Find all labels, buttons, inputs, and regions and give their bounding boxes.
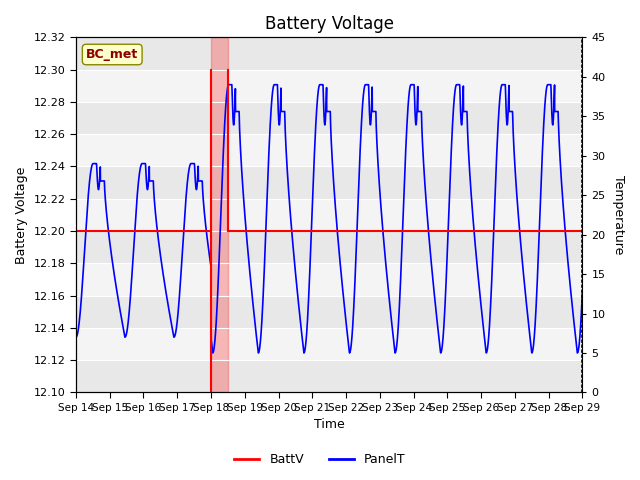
Bar [76, 199, 582, 231]
Bar [76, 360, 582, 393]
Bar [76, 231, 582, 264]
Bar [76, 167, 582, 199]
Bar [76, 70, 582, 102]
Bar [211, 37, 228, 393]
Bar [76, 264, 582, 296]
Bar [76, 134, 582, 167]
Bar [76, 102, 582, 134]
Title: Battery Voltage: Battery Voltage [265, 15, 394, 33]
Bar [76, 328, 582, 360]
Legend: BattV, PanelT: BattV, PanelT [229, 448, 411, 471]
Y-axis label: Battery Voltage: Battery Voltage [15, 166, 28, 264]
Bar [76, 296, 582, 328]
Text: BC_met: BC_met [86, 48, 138, 61]
X-axis label: Time: Time [314, 419, 344, 432]
Bar [76, 37, 582, 70]
Y-axis label: Temperature: Temperature [612, 175, 625, 254]
